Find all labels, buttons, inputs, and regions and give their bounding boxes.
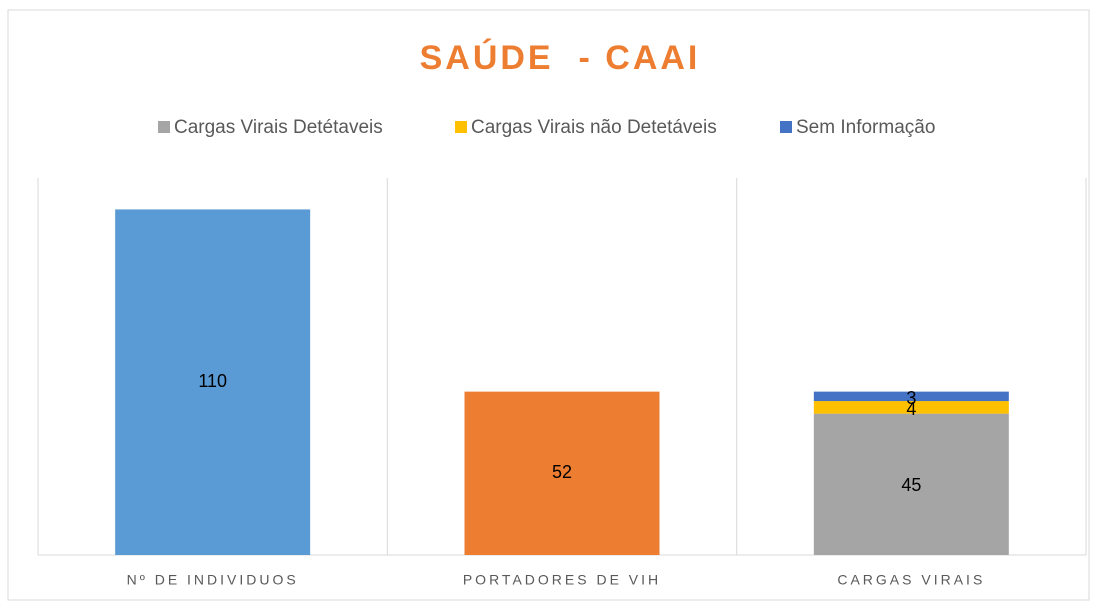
chart-title: SAÚDE - CAAI (420, 39, 701, 77)
legend-label: Cargas Virais Detétaveis (174, 117, 383, 138)
value-label: 45 (901, 475, 921, 495)
bar (115, 209, 311, 555)
x-tick-label: PORTADORES DE VIH (463, 572, 661, 588)
value-label: 4 (906, 399, 916, 419)
legend-swatch (158, 121, 170, 133)
value-label: 52 (552, 462, 572, 482)
legend-label: Sem Informação (796, 117, 935, 138)
bar (464, 391, 660, 555)
legend-label: Cargas Virais não Detetáveis (471, 117, 717, 138)
bar-segment (813, 413, 1009, 555)
bar-segment (813, 401, 1009, 414)
legend-swatch (780, 121, 792, 133)
value-label: 110 (198, 371, 227, 391)
bar-segment (813, 391, 1009, 402)
x-tick-label: Nº DE INDIVIDUOS (127, 572, 299, 588)
legend-swatch (455, 121, 467, 133)
x-tick-label: CARGAS VIRAIS (837, 572, 985, 588)
value-label: 3 (906, 388, 916, 408)
